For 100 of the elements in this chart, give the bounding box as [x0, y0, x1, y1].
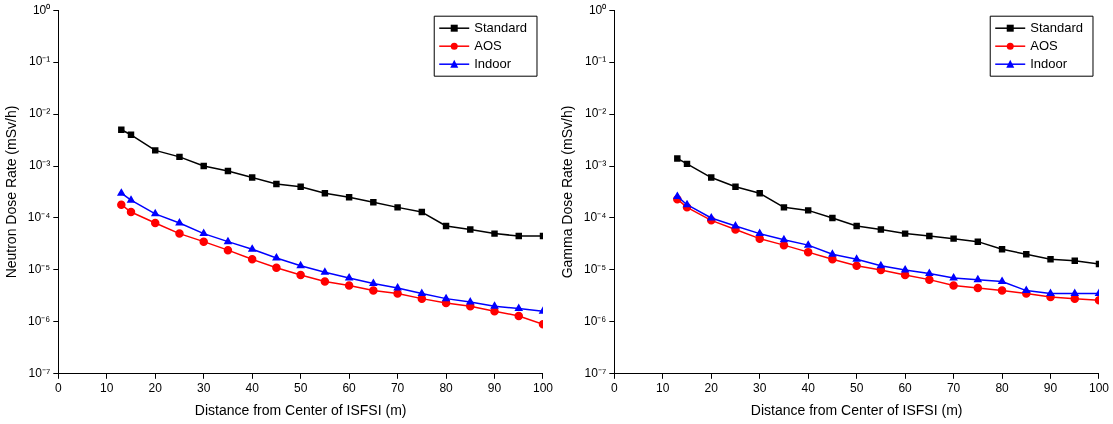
x-tick-label: 30: [753, 381, 767, 396]
point: [708, 174, 715, 181]
x-axis-title: Distance from Center of ISFSI (m): [194, 402, 407, 419]
x-tick-label: 20: [704, 381, 719, 396]
point: [297, 183, 304, 190]
point: [127, 131, 135, 138]
point: [674, 155, 681, 162]
point: [1022, 286, 1031, 294]
point: [514, 311, 524, 321]
point: [756, 189, 763, 197]
point: [829, 214, 836, 222]
point: [175, 229, 184, 238]
y-axis-title: Gamma Dose Rate (mSv/h): [559, 105, 576, 279]
point: [1047, 256, 1054, 263]
y-tick-label: 10⁻¹: [28, 54, 51, 69]
x-tick-label: 0: [54, 381, 62, 396]
y-tick-label: 10⁻²: [584, 106, 607, 121]
point: [200, 162, 207, 170]
point: [152, 147, 159, 154]
y-tick-label: 10⁻²: [28, 106, 51, 121]
point: [683, 160, 691, 168]
x-tick-label: 40: [801, 381, 816, 396]
x-tick-label: 60: [898, 381, 913, 396]
point: [852, 255, 861, 262]
point: [950, 235, 957, 242]
point: [804, 207, 812, 214]
point: [248, 174, 256, 181]
y-tick-label: 10⁻⁶: [28, 314, 51, 329]
point: [853, 222, 860, 230]
point: [949, 273, 958, 281]
point: [997, 286, 1007, 295]
point: [151, 209, 160, 217]
y-axis-title: Neutron Dose Rate (mSv/h): [3, 105, 20, 279]
x-tick-label: 100: [532, 381, 554, 396]
x-tick-label: 50: [849, 381, 864, 396]
point: [442, 294, 450, 302]
point: [369, 279, 378, 286]
point: [118, 126, 125, 133]
y-tick-label: 10⁻⁷: [584, 366, 607, 381]
y-tick-label: 10⁰: [32, 2, 51, 17]
x-tick-label: 20: [148, 381, 163, 396]
point: [901, 230, 909, 237]
point: [804, 240, 812, 248]
y-tick-label: 10⁻³: [28, 158, 51, 173]
point: [491, 230, 498, 237]
y-tick-label: 10⁻⁶: [584, 314, 607, 329]
point: [296, 261, 305, 269]
point: [877, 261, 885, 269]
point: [780, 204, 788, 211]
point: [1071, 257, 1078, 264]
point: [199, 237, 208, 246]
point: [1023, 251, 1030, 258]
point: [223, 245, 233, 255]
point: [199, 229, 208, 237]
point: [176, 153, 183, 161]
point: [321, 189, 329, 197]
point: [273, 180, 280, 188]
point: [150, 218, 160, 228]
point: [345, 273, 353, 281]
x-tick-label: 80: [995, 381, 1010, 396]
point: [828, 250, 837, 257]
x-tick-label: 80: [439, 381, 454, 396]
x-axis-title: Distance from Center of ISFSI (m): [750, 402, 963, 419]
point: [418, 289, 426, 297]
legend-label: Indoor: [474, 55, 512, 71]
point: [998, 277, 1006, 284]
point: [321, 268, 329, 275]
point: [974, 275, 982, 283]
point: [973, 283, 983, 293]
point: [394, 204, 401, 211]
x-tick-label: 10: [656, 381, 670, 396]
point: [320, 277, 330, 286]
point: [296, 270, 305, 280]
y-tick-label: 10⁰: [588, 2, 607, 17]
point: [369, 286, 378, 295]
point: [925, 269, 934, 277]
y-tick-label: 10⁻⁷: [28, 366, 51, 381]
point: [1070, 289, 1079, 297]
y-tick-label: 10⁻⁵: [27, 262, 51, 277]
point: [224, 237, 232, 245]
point: [393, 289, 402, 298]
point: [117, 188, 126, 196]
legend-label: Standard: [1030, 19, 1083, 35]
legend-label: Indoor: [1030, 55, 1068, 71]
point: [925, 275, 934, 284]
x-tick-label: 0: [610, 381, 618, 396]
point: [418, 208, 426, 216]
x-tick-label: 30: [197, 381, 211, 396]
point: [127, 195, 135, 203]
legend-label: AOS: [474, 37, 503, 53]
y-tick-label: 10⁻¹: [584, 54, 607, 69]
x-tick-label: 70: [946, 381, 961, 396]
x-tick-label: 40: [245, 381, 260, 396]
point: [731, 221, 740, 229]
point: [901, 265, 909, 273]
point: [490, 301, 499, 309]
point: [515, 232, 522, 240]
point: [272, 263, 281, 273]
point: [514, 304, 523, 312]
point: [926, 232, 933, 240]
